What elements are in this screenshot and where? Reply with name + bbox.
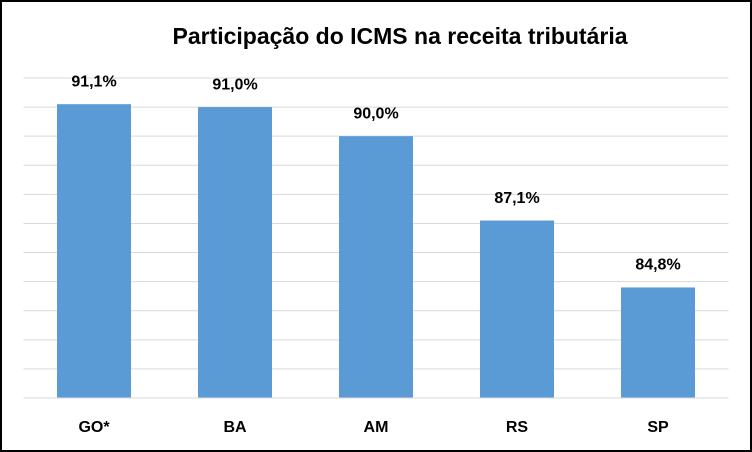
data-label: 90,0% bbox=[353, 105, 398, 122]
bar bbox=[198, 107, 272, 398]
x-tick-label: AM bbox=[364, 419, 389, 436]
bar bbox=[57, 104, 131, 398]
data-label: 87,1% bbox=[494, 190, 539, 207]
data-label: 91,1% bbox=[71, 73, 116, 90]
data-label: 84,8% bbox=[635, 257, 680, 274]
x-tick-label: SP bbox=[647, 419, 669, 436]
x-tick-label: BA bbox=[223, 419, 247, 436]
chart-title: Participação do ICMS na receita tributár… bbox=[172, 23, 627, 49]
bar bbox=[621, 287, 695, 398]
x-tick-label: GO* bbox=[78, 419, 110, 436]
bar bbox=[480, 220, 554, 398]
bar bbox=[339, 136, 413, 398]
data-label: 91,0% bbox=[212, 76, 257, 93]
x-tick-label: RS bbox=[506, 419, 529, 436]
